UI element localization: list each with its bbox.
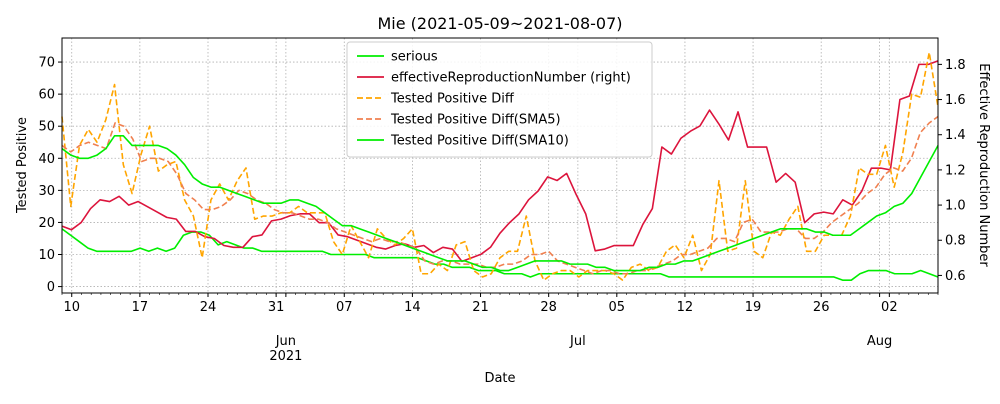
x-tick-label: 02	[881, 300, 898, 315]
x-axis-label: Date	[484, 371, 515, 386]
y-right-tick-label: 0.8	[945, 234, 966, 249]
legend-label: effectiveReproductionNumber (right)	[391, 71, 631, 86]
chart-title: Mie (2021-05-09~2021-08-07)	[377, 14, 622, 33]
y-tick-label: 70	[38, 56, 55, 71]
axes: 0 10 20 30 40 50 60 70 0.6 0.8 1.0 1.2 1.4 1.6 1.8 10 17…	[38, 37, 966, 364]
legend-label: Tested Positive Diff(SMA5)	[390, 113, 561, 128]
legend: serious effectiveReproductionNumber (righ…	[346, 41, 653, 158]
x-tick-label: 31	[268, 300, 285, 315]
legend-label: Tested Positive Diff	[390, 92, 515, 107]
y-tick-label: 60	[38, 88, 55, 103]
legend-label: Tested Positive Diff(SMA10)	[390, 134, 569, 149]
legend-box	[346, 41, 653, 158]
legend-label: serious	[391, 50, 438, 65]
x-tick-label: 21	[472, 300, 489, 315]
y-right-tick-label: 0.6	[945, 269, 966, 284]
x-tick-label: 28	[540, 300, 557, 315]
y-right-tick-label: 1.0	[945, 199, 966, 214]
y-right-tick-label: 1.2	[945, 163, 966, 178]
x-tick-label: 10	[63, 300, 80, 315]
y-right-tick-label: 1.4	[945, 128, 966, 143]
x-tick-label: 07	[336, 300, 353, 315]
x-tick-label: 2021	[269, 349, 302, 364]
y-right-tick-label: 1.6	[945, 93, 966, 108]
y-tick-label: 30	[38, 184, 55, 199]
x-tick-label: 12	[677, 300, 694, 315]
y-tick-label: 40	[38, 152, 55, 167]
series-line-2	[61, 51, 939, 281]
series-line-0	[61, 228, 939, 281]
y-right-tick-label: 1.8	[945, 58, 966, 73]
y-axis-label-right: Effective Reproduction Number	[976, 63, 991, 267]
x-tick-label: Aug	[867, 334, 892, 349]
x-tick-label: 14	[404, 300, 421, 315]
x-tick-label: 26	[813, 300, 830, 315]
x-tick-label: 24	[200, 300, 217, 315]
y-tick-label: 10	[38, 248, 55, 263]
series-layer	[61, 51, 939, 281]
y-tick-label: 20	[38, 216, 55, 231]
y-tick-label: 0	[47, 280, 55, 295]
x-tick-label: Jul	[569, 334, 586, 349]
series-line-1	[61, 60, 939, 263]
x-tick-label: 17	[132, 300, 149, 315]
y-axis-label: Tested Positive	[15, 117, 30, 214]
x-tick-label: 05	[609, 300, 626, 315]
x-tick-label: Jun	[275, 334, 296, 349]
x-tick-label: 19	[745, 300, 762, 315]
series-line-4	[61, 135, 939, 272]
y-tick-label: 50	[38, 120, 55, 135]
